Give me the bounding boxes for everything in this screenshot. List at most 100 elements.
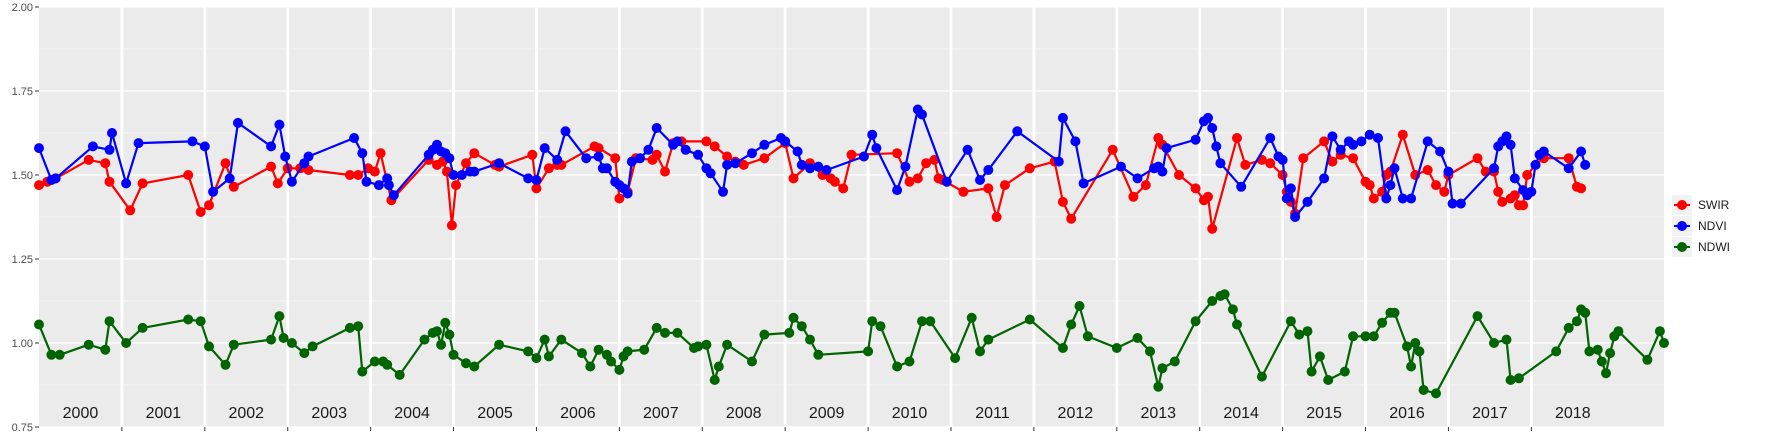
data-point-ndwi — [461, 358, 471, 369]
data-point-ndvi — [1356, 136, 1367, 147]
data-point-ndvi — [1422, 136, 1433, 147]
data-point-ndwi — [1360, 331, 1371, 342]
data-point-swir — [469, 148, 480, 159]
data-point-ndwi — [1302, 326, 1313, 337]
data-point-ndvi — [1285, 183, 1296, 194]
data-point-ndwi — [983, 334, 994, 345]
data-point-swir — [272, 178, 283, 189]
data-point-ndwi — [369, 356, 380, 367]
data-point-ndvi — [1443, 166, 1454, 177]
data-point-ndvi — [1381, 193, 1392, 204]
data-point-swir — [651, 149, 662, 160]
data-point-swir — [1057, 196, 1068, 207]
data-point-ndwi — [813, 349, 824, 360]
data-point-ndwi — [606, 356, 617, 367]
data-point-ndwi — [1505, 375, 1516, 385]
data-point-ndwi — [274, 311, 285, 322]
year-label: 2010 — [892, 405, 928, 422]
data-point-ndwi — [1190, 316, 1201, 327]
data-point-swir — [1203, 191, 1213, 202]
data-point-swir — [1509, 190, 1520, 201]
data-point-ndwi — [1414, 346, 1425, 357]
data-point-ndwi — [1513, 373, 1524, 384]
data-point-ndvi — [635, 153, 646, 164]
data-point-ndvi — [1057, 112, 1068, 123]
data-point-swir — [1240, 159, 1251, 170]
data-point-ndwi — [469, 361, 480, 372]
data-point-swir — [660, 166, 670, 177]
legend-label: NDVI — [1698, 219, 1727, 233]
data-point-ndwi — [975, 346, 985, 357]
data-point-ndvi — [133, 138, 144, 149]
data-point-ndvi — [469, 166, 480, 177]
year-labels: 2000 2001 2002 2003 2004 2005 2006 2007 2008 2009… — [63, 405, 1591, 422]
data-point-ndwi — [1145, 346, 1155, 357]
data-point-ndvi — [274, 119, 285, 130]
data-point-swir — [1024, 163, 1035, 174]
data-point-ndwi — [183, 314, 194, 325]
data-point-ndvi — [107, 128, 117, 138]
data-point-ndvi — [813, 161, 824, 172]
legend-key-point — [1677, 200, 1687, 210]
data-point-swir — [1066, 213, 1077, 224]
data-point-ndwi — [1571, 316, 1582, 327]
data-point-ndwi — [950, 353, 961, 364]
legend-key-point — [1677, 221, 1687, 231]
y-tick-label: 1.50 — [12, 170, 33, 182]
data-point-ndvi — [388, 190, 399, 201]
year-label: 2002 — [228, 405, 264, 422]
data-point-ndwi — [1339, 366, 1350, 377]
data-point-swir — [709, 141, 720, 152]
data-point-ndwi — [220, 359, 231, 370]
data-point-swir — [100, 158, 111, 169]
data-point-ndwi — [1654, 326, 1665, 337]
data-point-swir — [983, 183, 994, 194]
data-point-ndvi — [1435, 146, 1446, 157]
data-point-swir — [1298, 153, 1309, 164]
data-point-ndwi — [1551, 346, 1562, 357]
data-point-swir — [531, 183, 542, 194]
data-point-ndwi — [892, 361, 903, 372]
y-tick-label: 1.00 — [12, 338, 33, 350]
data-point-swir — [1190, 183, 1201, 194]
data-point-ndwi — [34, 319, 44, 330]
data-point-swir — [999, 180, 1010, 191]
year-label: 2014 — [1223, 405, 1259, 422]
data-point-ndwi — [1207, 296, 1218, 306]
data-point-ndvi — [1530, 159, 1541, 170]
data-point-ndvi — [759, 139, 770, 150]
data-point-ndvi — [1389, 163, 1400, 174]
data-point-ndwi — [639, 344, 650, 355]
data-point-swir — [701, 136, 712, 147]
data-point-ndvi — [805, 163, 815, 174]
data-point-ndwi — [585, 361, 596, 372]
data-point-swir — [1128, 191, 1139, 202]
data-point-ndwi — [622, 346, 633, 357]
data-point-swir — [829, 176, 840, 187]
data-point-ndwi — [539, 334, 550, 345]
data-point-ndvi — [581, 153, 592, 164]
data-point-ndvi — [1207, 123, 1218, 133]
data-point-ndwi — [593, 344, 604, 355]
data-point-ndvi — [747, 148, 757, 159]
data-point-ndvi — [1116, 161, 1126, 172]
data-point-ndwi — [1501, 334, 1512, 345]
data-point-ndwi — [1410, 338, 1421, 348]
data-point-swir — [204, 200, 214, 211]
legend-key-point — [1677, 242, 1687, 252]
data-point-ndvi — [1397, 193, 1408, 204]
data-point-swir — [1368, 193, 1379, 204]
data-point-ndwi — [875, 321, 886, 332]
data-point-ndvi — [643, 144, 654, 155]
data-point-ndwi — [1348, 331, 1359, 342]
data-point-ndwi — [709, 375, 720, 385]
data-point-swir — [614, 193, 625, 204]
data-point-swir — [1563, 153, 1574, 164]
data-point-ndwi — [713, 361, 724, 372]
data-point-ndwi — [722, 339, 733, 350]
data-point-swir — [195, 207, 206, 217]
data-point-ndwi — [54, 349, 65, 360]
series-ndvi — [34, 104, 1591, 222]
data-point-swir — [1348, 153, 1359, 164]
data-point-swir — [610, 153, 621, 164]
